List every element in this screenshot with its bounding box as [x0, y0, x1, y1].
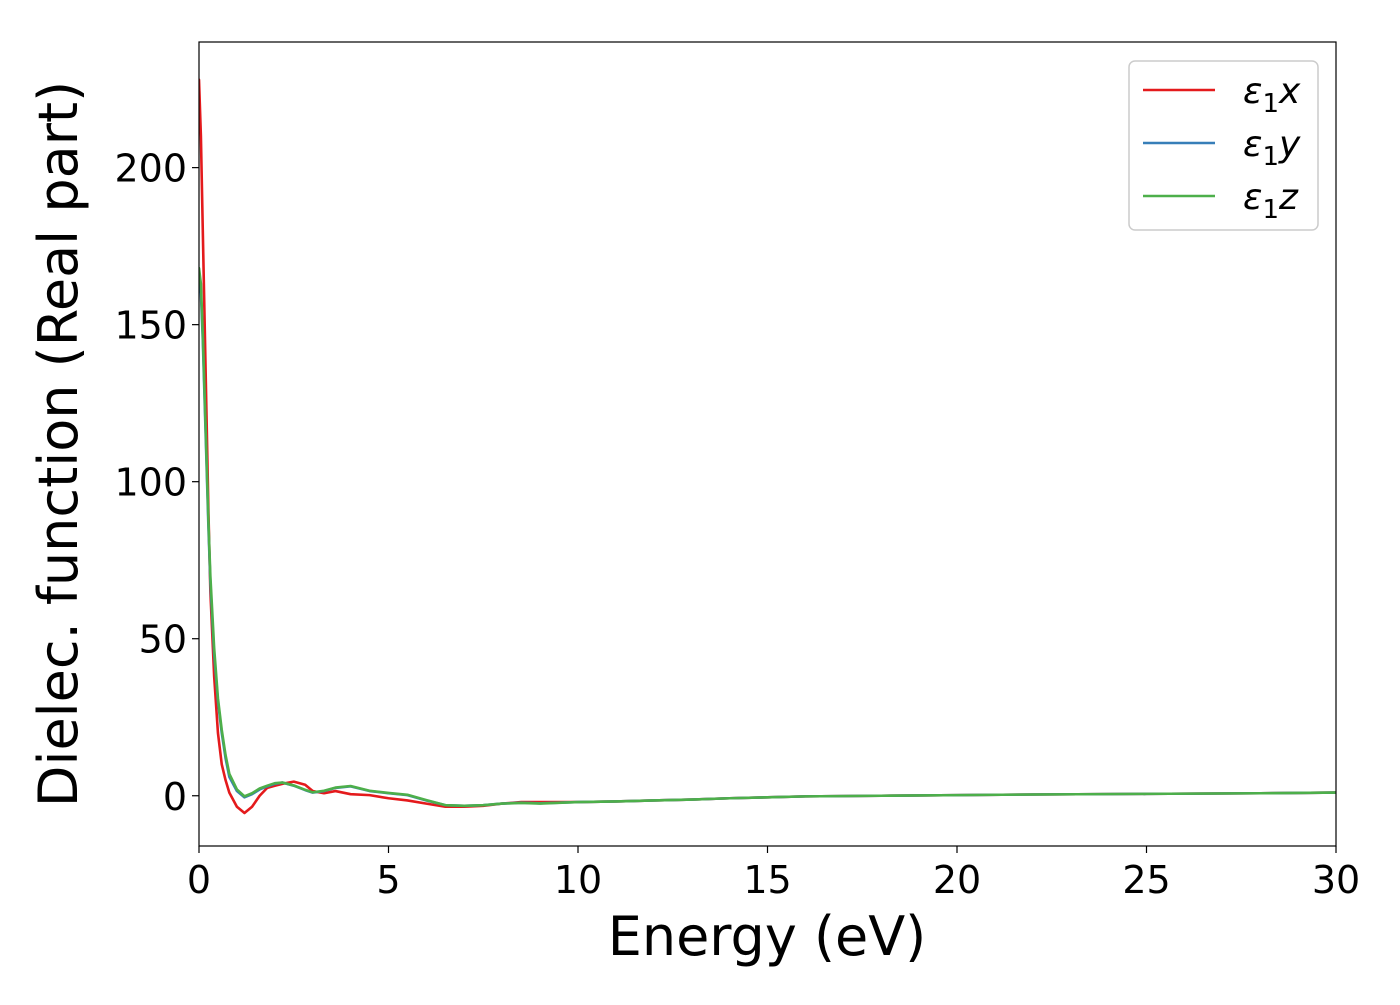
x-tick-label: 5	[376, 858, 400, 902]
legend-label: ε1z	[1243, 177, 1299, 225]
x-tick-label: 20	[933, 858, 981, 902]
x-axis-ticks: 0 5 10 15 20 25 30	[187, 846, 1360, 902]
y-tick-label: 200	[114, 147, 187, 191]
x-axis-label: Energy (eV)	[608, 905, 927, 968]
legend: ε1x ε1y ε1z	[1128, 60, 1319, 231]
x-tick-label: 10	[554, 858, 602, 902]
legend-box	[1128, 60, 1319, 231]
series-layer	[199, 78, 1336, 815]
y-tick-label: 50	[139, 618, 187, 662]
plot-frame	[198, 41, 1337, 847]
x-tick-label: 30	[1312, 858, 1360, 902]
x-tick-label: 15	[743, 858, 791, 902]
y-axis-ticks: 0 50 100 150 200	[114, 147, 199, 819]
series-line-3	[199, 266, 1336, 808]
y-tick-label: 0	[163, 775, 187, 819]
x-tick-label: 0	[187, 858, 211, 902]
legend-label: ε1y	[1243, 124, 1301, 172]
y-tick-label: 100	[114, 461, 187, 505]
y-axis-label: Dielec. function (Real part)	[27, 81, 90, 807]
legend-label: ε1x	[1243, 71, 1301, 119]
x-tick-label: 25	[1122, 858, 1170, 902]
y-tick-label: 150	[114, 304, 187, 348]
